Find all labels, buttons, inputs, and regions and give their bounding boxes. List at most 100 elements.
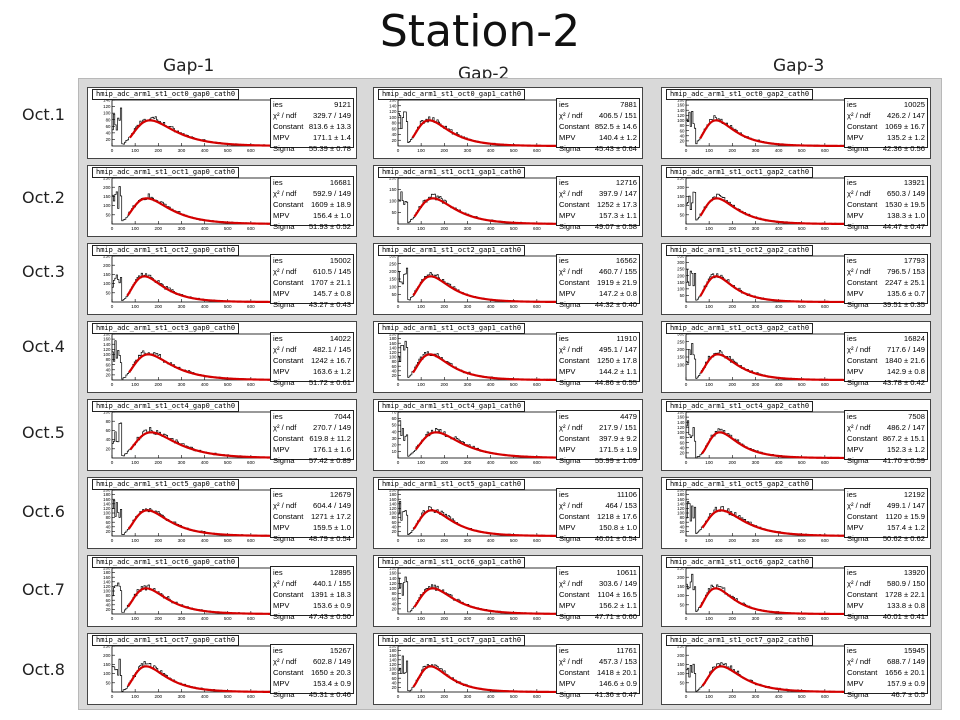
stats-value: 39.51 ± 0.35 bbox=[882, 300, 925, 309]
stats-key: Constant bbox=[847, 512, 878, 521]
y-tick-label: 100 bbox=[389, 284, 397, 289]
y-tick-label: 180 bbox=[103, 492, 111, 497]
x-tick-label: 600 bbox=[533, 148, 541, 153]
stats-value: 15002 bbox=[329, 256, 351, 265]
y-tick-label: 150 bbox=[677, 355, 685, 360]
x-tick-label: 100 bbox=[131, 148, 139, 153]
x-tick-label: 400 bbox=[775, 148, 783, 153]
x-tick-label: 0 bbox=[685, 382, 688, 387]
stats-key: Sigma bbox=[847, 612, 869, 621]
y-tick-label: 20 bbox=[392, 138, 397, 143]
y-tick-label: 80 bbox=[392, 359, 397, 364]
histogram-name: hmip_adc_arm1_st1_oct5_gap0_cath0 bbox=[92, 479, 240, 490]
stats-row-entries: ies 7881 bbox=[559, 99, 637, 110]
stats-value: 580.9 / 150 bbox=[886, 579, 925, 588]
stats-key: ies bbox=[273, 334, 283, 343]
stats-row-entries: ies 16562 bbox=[559, 255, 637, 266]
y-tick-label: 60 bbox=[392, 126, 397, 131]
stats-row-chi2: χ² / ndf 717.6 / 149 bbox=[847, 344, 925, 355]
x-tick-label: 0 bbox=[685, 538, 688, 543]
stats-row-constant: Constant 1609 ± 18.9 bbox=[273, 199, 351, 210]
y-tick-label: 80 bbox=[106, 117, 111, 122]
x-tick-label: 600 bbox=[533, 304, 541, 309]
stats-value: 15267 bbox=[329, 646, 351, 655]
stats-row-sigma: Sigma 55.99 ± 1.09 bbox=[559, 455, 637, 466]
stats-row-mpv: MPV 140.4 ± 1.2 bbox=[559, 132, 637, 143]
histogram-panel: 0 100 200 300 400 500 600 50 100 150 200 250 hmip_ad… bbox=[661, 633, 931, 705]
x-tick-label: 100 bbox=[417, 226, 425, 231]
stats-value: 1840 ± 21.6 bbox=[884, 356, 925, 365]
histogram-panel: 0 100 200 300 400 500 600 20 40 60 80 100 120 140 160 1… bbox=[87, 555, 357, 627]
histogram-panel: 0 100 200 300 400 500 600 20 40 60 80 100 120 140 160 1… bbox=[661, 399, 931, 471]
x-tick-label: 300 bbox=[752, 538, 760, 543]
stats-box: ies 10611 χ² / ndf 303.6 / 149 Constant 1104 … bbox=[556, 566, 640, 621]
stats-key: Sigma bbox=[559, 456, 581, 465]
x-tick-label: 300 bbox=[178, 148, 186, 153]
x-tick-label: 100 bbox=[705, 694, 713, 699]
fit-curve bbox=[699, 197, 848, 226]
stats-row-constant: Constant 1656 ± 20.1 bbox=[847, 667, 925, 678]
x-tick-label: 200 bbox=[728, 694, 736, 699]
stats-value: 867.2 ± 15.1 bbox=[882, 434, 925, 443]
stats-value: 406.5 / 151 bbox=[598, 111, 637, 120]
histogram-plot: 0 100 200 300 400 500 600204060801001201401601… bbox=[677, 98, 849, 153]
stats-row-constant: Constant 2247 ± 25.1 bbox=[847, 277, 925, 288]
y-tick-label: 50 bbox=[680, 680, 685, 685]
fit-curve bbox=[127, 665, 274, 694]
stats-value: 495.1 / 147 bbox=[598, 345, 637, 354]
x-tick-label: 300 bbox=[464, 616, 472, 621]
stats-row-mpv: MPV 156.2 ± 1.1 bbox=[559, 600, 637, 611]
y-tick-label: 250 bbox=[389, 261, 397, 266]
histogram-name: hmip_adc_arm1_st1_oct2_gap0_cath0 bbox=[92, 245, 240, 256]
y-tick-label: 60 bbox=[106, 520, 111, 525]
stats-value: 47.71 ± 0.60 bbox=[594, 612, 637, 621]
stats-key: Constant bbox=[847, 434, 878, 443]
x-tick-label: 100 bbox=[131, 460, 139, 465]
y-tick-label: 60 bbox=[392, 416, 397, 421]
histogram-panel: 0 100 200 300 400 500 600 50 100 150 200 250 hmip_ad… bbox=[661, 555, 931, 627]
fit-curve bbox=[126, 275, 274, 304]
stats-row-sigma: Sigma 42.36 ± 0.56 bbox=[847, 143, 925, 154]
stats-key: ies bbox=[273, 646, 283, 655]
y-tick-label: 150 bbox=[103, 272, 111, 277]
x-tick-label: 400 bbox=[487, 226, 495, 231]
histogram-plot: 0 100 200 300 400 500 600 50 100 150 200 250 bbox=[103, 644, 275, 699]
stats-key: ies bbox=[559, 100, 569, 109]
y-tick-label: 150 bbox=[677, 584, 685, 589]
stats-key: Sigma bbox=[847, 690, 869, 699]
stats-value: 1656 ± 20.1 bbox=[884, 668, 925, 677]
stats-key: Constant bbox=[559, 668, 590, 677]
stats-key: Sigma bbox=[273, 222, 295, 231]
y-tick-label: 120 bbox=[677, 506, 685, 511]
column-header-gap-3: Gap-3 bbox=[773, 56, 825, 76]
x-tick-label: 100 bbox=[417, 148, 425, 153]
histogram-plot: 0 100 200 300 400 500 600204060801001201401601… bbox=[677, 488, 849, 543]
stats-key: Constant bbox=[847, 200, 878, 209]
y-tick-label: 200 bbox=[677, 347, 685, 352]
stats-row-mpv: MPV 153.6 ± 0.9 bbox=[273, 600, 351, 611]
stats-box: ies 17793 χ² / ndf 796.5 / 153 Constant 2247 … bbox=[844, 254, 928, 309]
y-tick-label: 200 bbox=[677, 273, 685, 278]
stats-row-chi2: χ² / ndf 397.9 / 147 bbox=[559, 188, 637, 199]
x-tick-label: 0 bbox=[685, 226, 688, 231]
stats-row-chi2: χ² / ndf 495.1 / 147 bbox=[559, 344, 637, 355]
stats-value: 1707 ± 21.1 bbox=[310, 278, 351, 287]
fit-curve bbox=[699, 275, 848, 304]
y-tick-label: 140 bbox=[389, 103, 397, 108]
stats-row-chi2: χ² / ndf 602.8 / 149 bbox=[273, 656, 351, 667]
x-tick-label: 0 bbox=[685, 148, 688, 153]
histogram-name: hmip_adc_arm1_st1_oct3_gap2_cath0 bbox=[666, 323, 814, 334]
stats-value: 4479 bbox=[620, 412, 637, 421]
stats-row-entries: ies 13921 bbox=[847, 177, 925, 188]
y-tick-label: 40 bbox=[680, 133, 685, 138]
histogram-panel: 0 100 200 300 400 500 600 20 40 60 80 100 120 140 160 1… bbox=[373, 321, 643, 393]
x-tick-label: 500 bbox=[224, 538, 232, 543]
plot-frame bbox=[685, 177, 849, 225]
x-tick-label: 100 bbox=[417, 304, 425, 309]
stats-row-constant: Constant 1104 ± 16.5 bbox=[559, 589, 637, 600]
stats-row-chi2: χ² / ndf 482.1 / 145 bbox=[273, 344, 351, 355]
histogram-plot: 0 100 200 300 400 500 600 20 40 60 80 100 bbox=[103, 410, 275, 465]
stats-value: 688.7 / 149 bbox=[886, 657, 925, 666]
x-tick-label: 400 bbox=[775, 694, 783, 699]
